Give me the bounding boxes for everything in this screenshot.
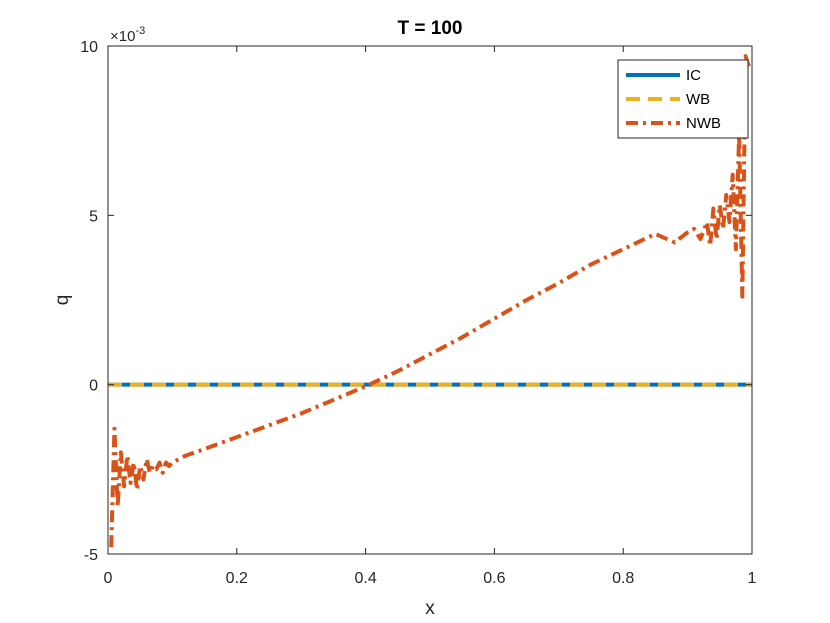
y-tick-label: 10 — [80, 39, 98, 56]
series-line-nwb — [109, 54, 751, 548]
y-axis-exponent: ×10-3 — [110, 25, 145, 45]
legend-label-nwb: NWB — [686, 115, 721, 132]
x-tick-label: 0.6 — [483, 570, 505, 587]
y-axis-exponent-base: ×10 — [110, 28, 135, 45]
y-tick-label: 5 — [89, 208, 98, 225]
x-tick-label: 1 — [748, 570, 757, 587]
y-tick-label: 0 — [89, 378, 98, 395]
x-tick-label: 0.8 — [612, 570, 634, 587]
x-tick-label: 0.4 — [354, 570, 376, 587]
x-tick-label: 0 — [104, 570, 113, 587]
axes-layer — [107, 45, 753, 555]
y-axis-label: q — [52, 295, 73, 306]
axes-box — [107, 45, 753, 555]
chart-title: T = 100 — [398, 18, 463, 39]
legend-label-wb: WB — [686, 91, 710, 108]
y-tick-label: -5 — [84, 547, 98, 564]
y-axis-exponent-power: -3 — [135, 25, 145, 37]
series-layer — [108, 54, 752, 548]
x-axis-label: x — [425, 598, 435, 619]
ticks-layer: 0 0.2 0.4 0.6 0.8 1 -5 0 5 10 — [80, 39, 756, 587]
legend-label-ic: IC — [686, 67, 701, 84]
legend: IC WB NWB — [617, 59, 749, 139]
x-tick-label: 0.2 — [226, 570, 248, 587]
